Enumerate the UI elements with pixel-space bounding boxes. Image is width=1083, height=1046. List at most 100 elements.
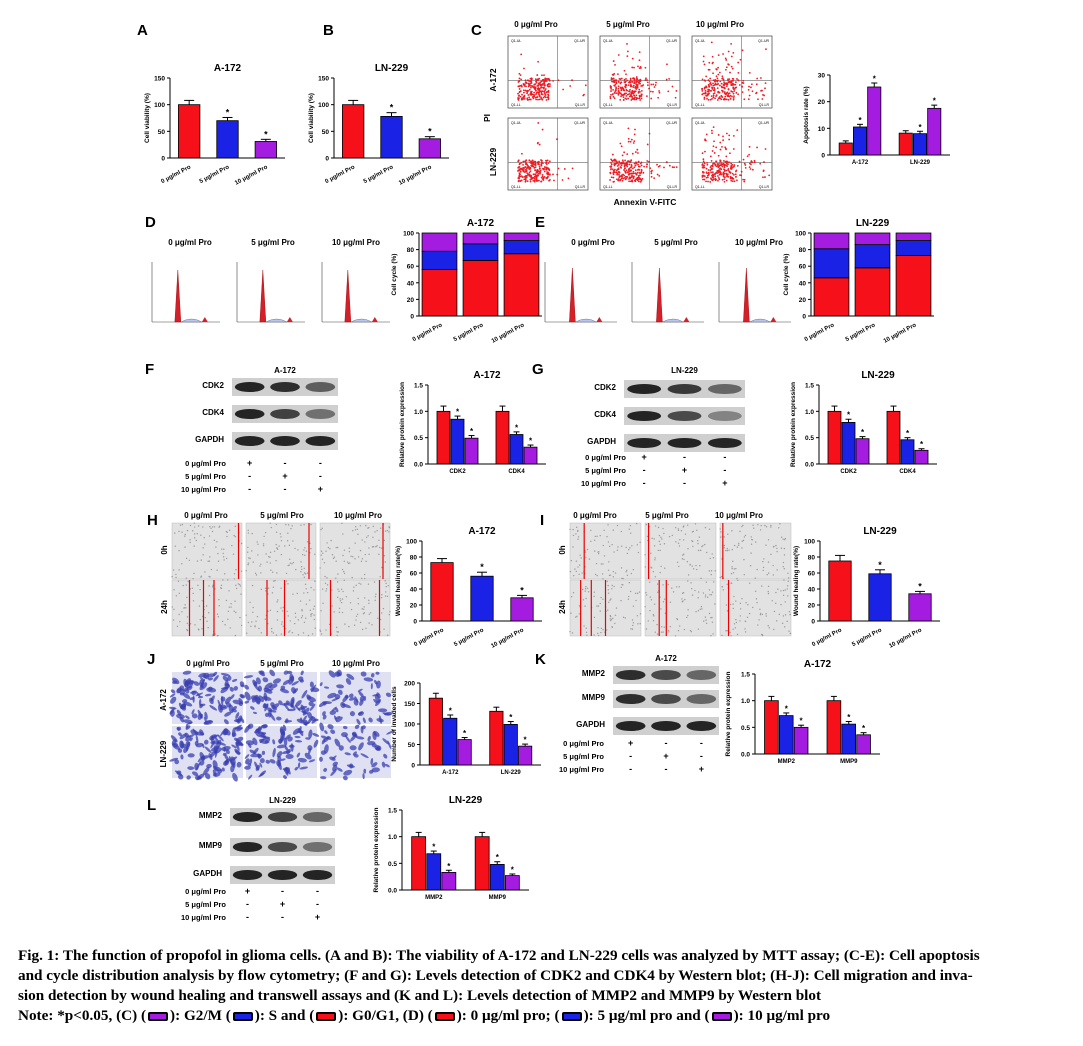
wound-texture xyxy=(284,545,286,547)
flow-event xyxy=(531,159,534,162)
wound-texture xyxy=(620,567,623,569)
flow-event xyxy=(743,178,746,181)
wound-texture xyxy=(363,606,365,608)
flow-event xyxy=(707,173,710,176)
flow-event xyxy=(627,127,630,130)
flow-event xyxy=(631,89,634,92)
wound-texture xyxy=(372,536,374,539)
invaded-cell xyxy=(357,688,363,692)
wound-texture xyxy=(767,572,770,574)
invaded-cell xyxy=(172,680,178,684)
invaded-cell xyxy=(261,750,266,756)
flow-event xyxy=(538,93,540,96)
flow-event xyxy=(531,165,534,168)
wound-texture xyxy=(773,628,775,631)
panel-letter-i: I xyxy=(540,512,544,529)
flow-event xyxy=(719,141,722,144)
invaded-cell xyxy=(262,703,267,709)
flow-event xyxy=(716,77,719,80)
flow-event xyxy=(633,94,636,97)
bar-j xyxy=(518,745,533,766)
blot-band-cdk4 xyxy=(270,408,300,420)
flow-event xyxy=(730,90,733,93)
invaded-cell xyxy=(370,683,373,690)
flow-event xyxy=(567,177,570,180)
invaded-cell xyxy=(290,743,294,752)
wound-texture xyxy=(729,603,732,606)
wound-texture xyxy=(238,583,241,586)
flow-event xyxy=(729,171,732,174)
wound-texture xyxy=(575,533,577,535)
wound-texture xyxy=(188,559,191,561)
wound-texture xyxy=(682,553,685,555)
flow-event xyxy=(637,65,639,68)
wound-texture xyxy=(276,572,278,574)
flow-event xyxy=(655,81,657,84)
y-tick-label-h: 60 xyxy=(410,571,418,578)
invaded-cell xyxy=(208,677,214,681)
wound-texture xyxy=(708,589,711,591)
invaded-cell xyxy=(170,710,175,717)
invaded-cell xyxy=(263,687,273,694)
wound-texture xyxy=(335,626,338,629)
flow-event xyxy=(756,77,759,80)
flow-event xyxy=(524,79,527,82)
wound-texture xyxy=(674,526,677,529)
flow-event xyxy=(724,146,727,149)
wound-texture xyxy=(735,568,737,570)
wound-texture xyxy=(373,581,376,583)
flow-event xyxy=(735,81,737,84)
wound-texture xyxy=(708,612,711,615)
wound-texture xyxy=(721,634,723,637)
wound-texture xyxy=(247,529,249,531)
wound-texture xyxy=(667,583,669,586)
wound-texture xyxy=(767,590,769,593)
wound-texture xyxy=(227,618,229,620)
flow-event xyxy=(636,85,639,87)
treatment-label: 0 μg/ml Pro xyxy=(185,459,226,468)
wound-texture xyxy=(625,546,627,549)
wound-texture xyxy=(208,575,210,578)
flow-quadrant-label: Q1-UL xyxy=(511,39,521,43)
significance-star-b: * xyxy=(428,127,432,137)
significance-star-k: * xyxy=(847,713,851,722)
wound-texture xyxy=(313,589,315,591)
flow-event xyxy=(536,91,539,94)
invaded-cell xyxy=(199,682,208,691)
flow-event xyxy=(646,163,648,166)
wound-texture xyxy=(358,582,360,585)
bar-a xyxy=(216,120,239,159)
invaded-cell xyxy=(195,731,205,736)
invaded-cell xyxy=(338,745,344,751)
wound-texture xyxy=(593,595,595,598)
flow-event xyxy=(717,134,720,136)
y-tick-label-c: 0 xyxy=(821,153,825,160)
y-tick-label-e: 20 xyxy=(799,297,807,304)
wound-texture xyxy=(654,557,656,559)
wound-texture xyxy=(626,552,629,555)
treatment-sign: - xyxy=(284,458,287,468)
wound-texture xyxy=(380,618,382,621)
flow-event xyxy=(631,80,634,83)
wound-texture xyxy=(303,621,306,624)
y-tick-label-c: 30 xyxy=(818,73,826,80)
wound-texture xyxy=(229,627,232,629)
wound-texture xyxy=(733,595,735,598)
flow-event xyxy=(522,96,525,99)
wound-texture xyxy=(189,541,191,544)
x-tick-label-a: 0 μg/ml Pro xyxy=(160,164,192,185)
flow-event xyxy=(624,159,626,162)
wound-texture xyxy=(587,591,590,593)
wound-texture xyxy=(585,556,587,559)
flow-event xyxy=(630,159,633,162)
flow-event xyxy=(704,91,707,94)
flow-event xyxy=(658,174,661,177)
blot-band-cdk2 xyxy=(270,381,300,393)
invaded-cell xyxy=(322,714,327,720)
wound-texture xyxy=(307,634,310,637)
wound-texture xyxy=(575,560,578,562)
y-tick-label-e: 40 xyxy=(799,280,807,287)
flow-event xyxy=(703,178,706,181)
chart-title-g: LN-229 xyxy=(861,370,895,381)
invaded-cell xyxy=(183,719,193,724)
